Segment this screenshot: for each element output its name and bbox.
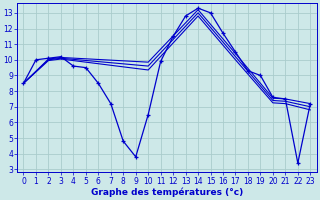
- X-axis label: Graphe des températures (°c): Graphe des températures (°c): [91, 187, 243, 197]
